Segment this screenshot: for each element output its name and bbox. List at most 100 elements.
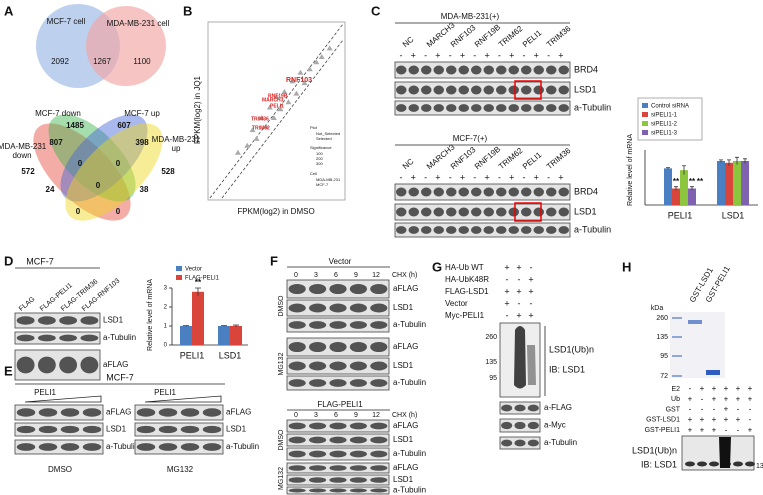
label: - xyxy=(749,405,752,414)
label: + xyxy=(558,172,563,182)
label: + xyxy=(411,172,416,182)
label: TRIM62 xyxy=(252,125,270,131)
label: 300 xyxy=(316,161,323,166)
band xyxy=(288,361,306,371)
band xyxy=(521,226,532,234)
error-bar xyxy=(183,325,189,327)
label: Relative level of mRNA xyxy=(627,134,634,206)
band xyxy=(433,226,444,234)
bar xyxy=(741,161,749,205)
scatter-point xyxy=(262,123,269,129)
gradient-wedge xyxy=(144,395,222,403)
band xyxy=(546,85,557,95)
highlight-box xyxy=(514,202,542,222)
label: aFLAG xyxy=(393,421,418,430)
band xyxy=(501,421,513,430)
band xyxy=(433,187,444,197)
label: NC xyxy=(401,35,416,49)
label: 135 xyxy=(485,359,497,366)
label: 12 xyxy=(372,412,380,419)
y-tick-label: 1 xyxy=(164,324,168,330)
band xyxy=(16,443,36,451)
error-bar xyxy=(735,156,739,165)
band xyxy=(309,465,327,471)
band xyxy=(370,361,388,371)
band xyxy=(396,85,407,95)
label: + xyxy=(509,50,514,60)
band xyxy=(329,321,347,329)
band xyxy=(82,425,102,434)
band xyxy=(329,422,347,430)
legend-box xyxy=(637,97,703,141)
band xyxy=(370,488,388,493)
band xyxy=(527,421,539,430)
label: 0 xyxy=(76,207,81,216)
band xyxy=(508,226,519,234)
band xyxy=(521,85,532,95)
label: LSD1 xyxy=(393,303,414,312)
band xyxy=(329,477,347,483)
band xyxy=(496,65,507,75)
label: LSD1 xyxy=(722,210,745,220)
band xyxy=(446,226,457,234)
scatter-point xyxy=(281,88,288,94)
label: - xyxy=(449,50,452,60)
label: + xyxy=(534,172,539,182)
scatter-point xyxy=(297,69,304,75)
label: siPELI1-2 xyxy=(651,122,678,128)
band xyxy=(558,226,569,234)
band xyxy=(82,443,102,451)
label: MG132 xyxy=(278,352,285,375)
label: - xyxy=(400,172,403,182)
band xyxy=(349,477,367,483)
band xyxy=(501,439,513,447)
band xyxy=(370,465,388,471)
band xyxy=(60,408,80,417)
band xyxy=(546,104,557,112)
label: MCF-7 xyxy=(316,182,329,187)
label: CHX (h) xyxy=(392,412,417,419)
label: Significance xyxy=(310,145,332,150)
band xyxy=(180,408,200,417)
venn-ellipse xyxy=(33,123,131,221)
band xyxy=(433,65,444,75)
label: RNF19B xyxy=(473,23,502,50)
label: LSD1(Ub)n xyxy=(632,445,677,455)
band xyxy=(408,65,419,75)
label: 528 xyxy=(161,167,175,176)
smear xyxy=(514,326,526,389)
label: - xyxy=(424,172,427,182)
band xyxy=(508,65,519,75)
label: 135 xyxy=(656,334,668,341)
gel-band xyxy=(688,320,702,324)
label: + xyxy=(516,286,521,296)
band xyxy=(202,408,222,417)
label: LSD1 xyxy=(103,316,124,325)
label: 95 xyxy=(660,353,668,360)
label: + xyxy=(688,394,693,403)
band xyxy=(533,226,544,234)
label: + xyxy=(712,394,717,403)
label: + xyxy=(516,310,521,320)
band xyxy=(396,65,407,75)
band xyxy=(471,65,482,75)
label: siPELI1-3 xyxy=(651,131,678,137)
label: FPKM(log2) in JQ1 xyxy=(193,75,202,144)
label: a-Tubulin xyxy=(103,333,136,342)
label: FLAG-LSD1 xyxy=(445,287,489,296)
label: + xyxy=(748,425,753,434)
band xyxy=(288,379,306,387)
band xyxy=(408,85,419,95)
band xyxy=(309,303,327,313)
ladder-band xyxy=(672,317,682,319)
band xyxy=(329,379,347,387)
label: 0 xyxy=(116,207,121,216)
label: + xyxy=(724,384,729,393)
band xyxy=(558,187,569,197)
scatter-point xyxy=(266,104,273,110)
scatter-point xyxy=(277,106,284,112)
band xyxy=(37,316,56,325)
label: 38 xyxy=(140,185,149,194)
scatter-point xyxy=(306,66,313,72)
band xyxy=(458,187,469,197)
